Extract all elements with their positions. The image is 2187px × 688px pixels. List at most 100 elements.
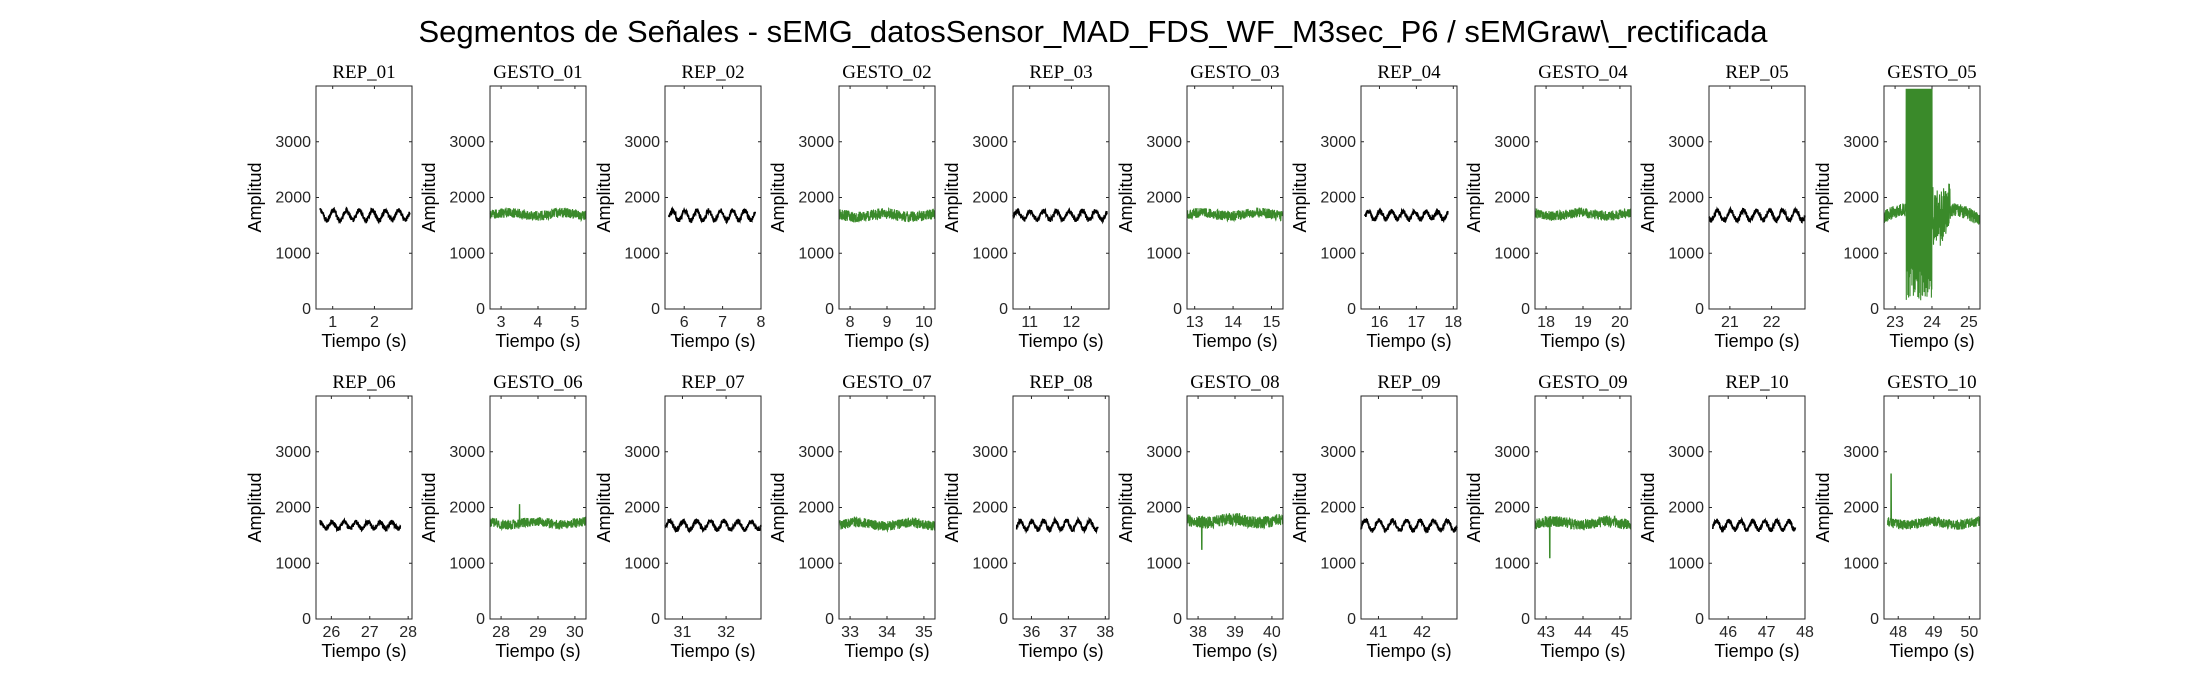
x-tick-label: 42 [1413, 624, 1431, 641]
y-tick-label: 3000 [1146, 134, 1182, 151]
y-tick-label: 3000 [624, 444, 660, 461]
y-tick-label: 0 [999, 611, 1008, 628]
x-tick-label: 12 [1063, 314, 1081, 331]
y-tick-label: 0 [999, 301, 1008, 318]
y-tick-label: 3000 [449, 444, 485, 461]
y-tick-label: 2000 [275, 500, 311, 517]
axes-box [1360, 395, 1458, 620]
x-tick-label: 25 [1960, 314, 1978, 331]
axes-box [664, 395, 762, 620]
y-tick-label: 2000 [1146, 190, 1182, 207]
axes-box [315, 395, 413, 620]
x-axis-label: Tiempo (s) [495, 331, 580, 351]
y-tick-label: 2000 [449, 190, 485, 207]
y-tick-label: 3000 [972, 444, 1008, 461]
y-tick-label: 0 [302, 611, 311, 628]
x-tick-label: 10 [915, 314, 933, 331]
signal-line-rep [1015, 516, 1099, 535]
y-tick-label: 0 [1695, 301, 1704, 318]
y-axis-label: Amplitud [768, 472, 788, 542]
y-tick-label: 3000 [1146, 444, 1182, 461]
y-tick-label: 2000 [1494, 500, 1530, 517]
x-tick-label: 31 [674, 624, 692, 641]
x-tick-label: 8 [757, 314, 766, 331]
y-tick-label: 1000 [449, 555, 485, 572]
x-tick-label: 14 [1224, 314, 1242, 331]
y-tick-label: 2000 [1320, 500, 1356, 517]
signal-line-rep [1708, 205, 1806, 224]
x-axis-label: Tiempo (s) [844, 641, 929, 661]
x-axis-label: Tiempo (s) [321, 641, 406, 661]
x-tick-label: 24 [1923, 314, 1941, 331]
figure-title: Segmentos de Señales - sEMG_datosSensor_… [418, 14, 1768, 49]
axes-box [838, 395, 936, 620]
y-axis-label: Amplitud [1116, 162, 1136, 232]
signal-line-gesto [1534, 206, 1632, 221]
x-tick-label: 41 [1370, 624, 1388, 641]
y-tick-label: 1000 [798, 555, 834, 572]
x-tick-label: 17 [1407, 314, 1425, 331]
y-axis-label: Amplitud [1116, 472, 1136, 542]
x-tick-label: 22 [1763, 314, 1781, 331]
subplot-title: REP_05 [1725, 62, 1788, 83]
y-tick-label: 1000 [1494, 245, 1530, 262]
y-tick-label: 1000 [972, 555, 1008, 572]
y-tick-label: 1000 [1494, 555, 1530, 572]
x-axis-label: Tiempo (s) [1540, 641, 1625, 661]
y-tick-label: 3000 [798, 134, 834, 151]
y-tick-label: 3000 [275, 134, 311, 151]
signal-line-gesto [1186, 512, 1284, 550]
y-axis-label: Amplitud [419, 472, 439, 542]
x-tick-label: 16 [1371, 314, 1389, 331]
y-tick-label: 2000 [972, 500, 1008, 517]
axes-box [1708, 85, 1806, 310]
axes-box [1186, 395, 1284, 620]
x-tick-label: 26 [322, 624, 340, 641]
x-tick-label: 37 [1059, 624, 1077, 641]
y-axis-label: Amplitud [768, 162, 788, 232]
y-tick-label: 3000 [972, 134, 1008, 151]
y-tick-label: 3000 [1494, 134, 1530, 151]
axes-box [1360, 85, 1458, 310]
y-axis-label: Amplitud [1813, 472, 1833, 542]
x-tick-label: 49 [1925, 624, 1943, 641]
subplot-title: REP_02 [681, 62, 744, 83]
x-axis-label: Tiempo (s) [1714, 331, 1799, 351]
y-tick-label: 1000 [1668, 555, 1704, 572]
y-tick-label: 0 [1173, 611, 1182, 628]
x-tick-label: 5 [570, 314, 579, 331]
x-tick-label: 9 [883, 314, 892, 331]
x-tick-label: 3 [497, 314, 506, 331]
y-tick-label: 1000 [1668, 245, 1704, 262]
x-tick-label: 38 [1189, 624, 1207, 641]
axes-box [1534, 85, 1632, 310]
x-tick-label: 27 [361, 624, 379, 641]
x-tick-label: 43 [1537, 624, 1555, 641]
x-tick-label: 18 [1444, 314, 1462, 331]
x-tick-label: 44 [1574, 624, 1592, 641]
y-tick-label: 0 [476, 301, 485, 318]
y-axis-label: Amplitud [1464, 472, 1484, 542]
subplot-title: GESTO_06 [493, 372, 582, 393]
y-axis-label: Amplitud [1638, 472, 1658, 542]
x-tick-label: 7 [718, 314, 727, 331]
y-axis-label: Amplitud [942, 162, 962, 232]
axes-box [1883, 395, 1981, 620]
x-tick-label: 50 [1960, 624, 1978, 641]
x-tick-label: 38 [1096, 624, 1114, 641]
x-tick-label: 13 [1186, 314, 1204, 331]
x-axis-label: Tiempo (s) [1889, 641, 1974, 661]
x-tick-label: 2 [370, 314, 379, 331]
x-tick-label: 46 [1719, 624, 1737, 641]
x-tick-label: 48 [1889, 624, 1907, 641]
x-tick-label: 21 [1721, 314, 1739, 331]
y-tick-label: 3000 [1320, 444, 1356, 461]
